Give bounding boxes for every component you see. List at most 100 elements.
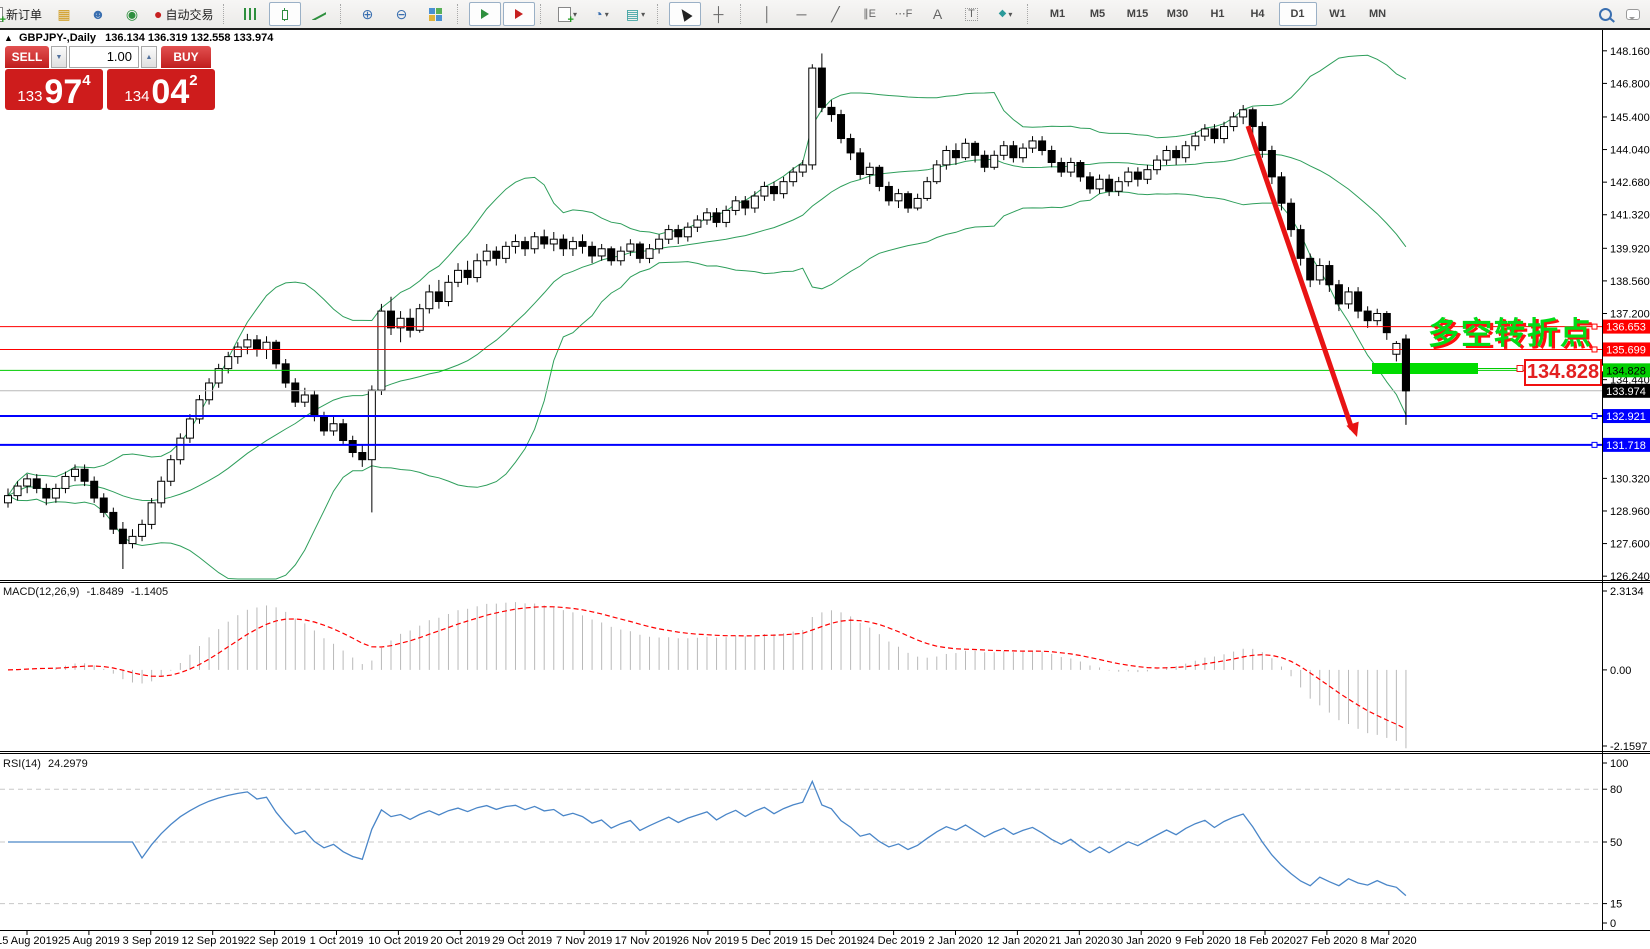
zoom-out-button[interactable]: ⊖ [386, 2, 418, 26]
search-icon[interactable] [1599, 7, 1612, 21]
candle-body [1009, 145, 1018, 159]
macd-value-main: -1.8489 [86, 586, 124, 598]
price-callout-box[interactable]: 134.828 [1524, 359, 1602, 386]
candle-body [157, 480, 166, 504]
horizontal-line-icon: ─ [796, 6, 807, 22]
toolbar-right-group [1599, 7, 1640, 21]
candle-body [118, 528, 127, 545]
bollinger-lower-band [7, 191, 1407, 580]
zoom-in-button[interactable]: ⊕ [352, 2, 384, 26]
dropdown-arrow-icon: ▾ [641, 9, 646, 19]
sell-price-pips: 97 [44, 72, 83, 111]
rsi-tick-label: 80 [1610, 784, 1622, 796]
arrows-button[interactable]: ◆ ▾ [990, 2, 1022, 26]
candle-body [635, 243, 644, 259]
candle-body [492, 250, 501, 259]
candle-body [1248, 109, 1257, 128]
rsi-tick-label: 15 [1610, 899, 1622, 911]
cursor-button[interactable] [668, 2, 701, 26]
channel-button[interactable]: ∥E [854, 2, 886, 26]
crosshair-button[interactable]: ┼ [703, 2, 735, 26]
timeframe-button-M5[interactable]: M5 [1089, 8, 1106, 20]
vertical-line-button[interactable]: │ [752, 2, 784, 26]
fibonacci-button[interactable]: ⋯F [888, 2, 920, 26]
turning-point-annotation[interactable]: 多空转折点 [1428, 316, 1593, 351]
buy-button[interactable]: BUY [161, 46, 211, 68]
one-click-trading-panel: SELL ▼ 1.00 ▲ BUY 133 97 4 134 04 2 [5, 46, 215, 110]
candle-body [1325, 265, 1334, 286]
candle-body [252, 339, 261, 350]
date-label: 1 Oct 2019 [310, 935, 364, 947]
chart-shift-button[interactable] [502, 2, 535, 26]
add-indicator-button[interactable]: ▾ [552, 2, 584, 26]
text-label-button[interactable]: T [956, 2, 988, 26]
timeframe-button-H1[interactable]: H1 [1210, 8, 1225, 20]
horizontal-line-button[interactable]: ─ [786, 2, 818, 26]
symbol-ohlc: 136.134 136.319 132.558 133.974 [105, 32, 274, 44]
sell-price-button[interactable]: 133 97 4 [5, 69, 103, 110]
timeframe-button-M1[interactable]: M1 [1049, 8, 1066, 20]
volume-increase-button[interactable]: ▲ [141, 46, 157, 68]
new-order-button[interactable]: 新订单 [0, 2, 46, 26]
candle-body [1124, 171, 1133, 183]
candle-body [71, 468, 80, 477]
signals-icon: ◉ [125, 6, 139, 22]
timeframe-button-H4[interactable]: H4 [1250, 8, 1265, 20]
template-button[interactable]: ▤ ▾ [620, 2, 652, 26]
candle-body [281, 363, 290, 384]
terminal-button[interactable]: ▦ [48, 2, 80, 26]
volume-input[interactable]: 1.00 [69, 46, 139, 68]
auto-scroll-button[interactable] [468, 2, 501, 26]
date-label: 22 Sep 2019 [243, 935, 305, 947]
chat-icon[interactable] [1626, 8, 1640, 20]
vertical-line-icon: │ [763, 6, 772, 22]
period-button[interactable]: ◔ ▾ [586, 2, 618, 26]
candle-body [741, 200, 750, 209]
line-chart-icon [312, 8, 326, 20]
candle-body [348, 440, 357, 453]
price-line-label-box [1603, 319, 1650, 334]
candle-body [358, 451, 367, 461]
candle-body [291, 382, 300, 403]
candle-body [42, 487, 51, 499]
candle-body [1277, 176, 1286, 204]
dropdown-arrow-icon: ▾ [572, 9, 577, 19]
community-button[interactable]: ☻ [82, 2, 114, 26]
timeframe-button-M30[interactable]: M30 [1166, 8, 1189, 20]
buy-price-button[interactable]: 134 04 2 [107, 69, 215, 110]
candle-body [511, 241, 520, 247]
candle-body [272, 341, 281, 365]
candlestick-chart-button[interactable] [268, 2, 301, 26]
price-line-label: 131.718 [1606, 440, 1646, 452]
auto-trading-button[interactable]: ● 自动交易 [150, 2, 217, 26]
text-button[interactable]: A [922, 2, 954, 26]
line-handle [1591, 323, 1598, 330]
date-label: 2 Jan 2020 [928, 935, 982, 947]
timeframe-button-W1[interactable]: W1 [1329, 8, 1346, 20]
toolbar-separator [222, 4, 228, 24]
price-tick-label: 139.920 [1610, 243, 1650, 255]
trendline-button[interactable]: ╱ [820, 2, 852, 26]
candle-body [607, 248, 616, 262]
bar-chart-button[interactable] [235, 2, 267, 26]
candle-body [1133, 171, 1142, 180]
candle-body [530, 236, 539, 250]
volume-decrease-button[interactable]: ▼ [51, 46, 67, 68]
candle-body [1153, 159, 1161, 171]
candle-body [1296, 229, 1305, 259]
line-chart-button[interactable] [303, 2, 335, 26]
candle-body [138, 523, 147, 537]
candle-body [1401, 338, 1410, 392]
sell-button[interactable]: SELL [5, 46, 49, 68]
timeframe-button-MN[interactable]: MN [1368, 8, 1387, 20]
candle-body [913, 197, 922, 209]
timeframe-button-M15[interactable]: M15 [1126, 8, 1149, 20]
tile-windows-button[interactable] [420, 2, 452, 26]
timeframe-button-D1[interactable]: D1 [1278, 2, 1317, 26]
candle-body [789, 171, 798, 183]
clock-icon: ◔ [594, 6, 603, 22]
candle-body [224, 356, 233, 370]
candle-body [233, 346, 242, 358]
signals-button[interactable]: ◉ [116, 2, 148, 26]
